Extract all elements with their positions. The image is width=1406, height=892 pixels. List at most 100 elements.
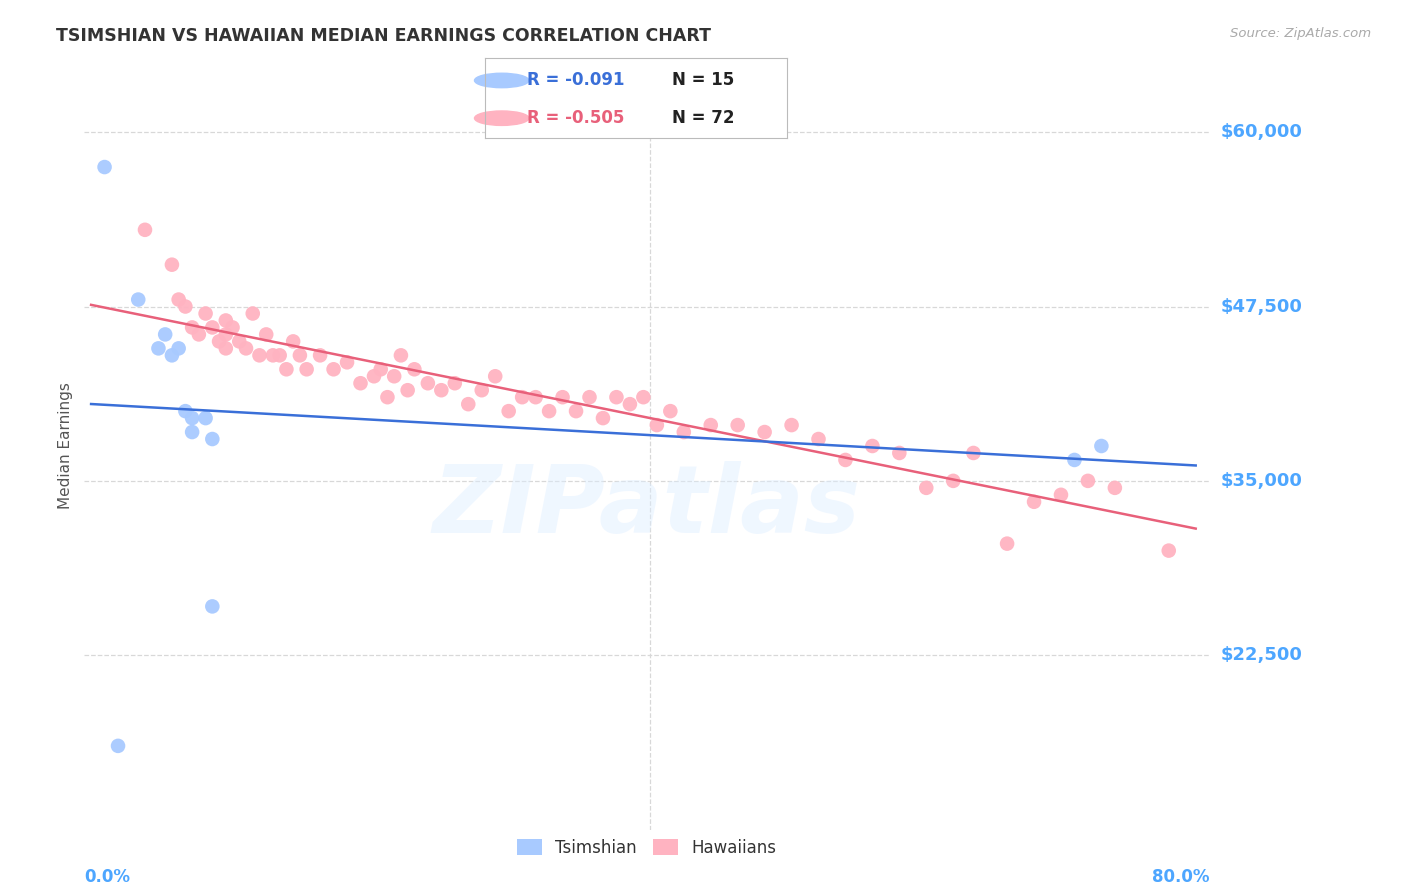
Point [807,432,830,446]
Point [370,362,392,376]
Point [127,293,149,307]
Point [457,397,479,411]
Text: N = 15: N = 15 [672,71,735,89]
Point [215,313,238,327]
Point [498,404,520,418]
Text: $47,500: $47,500 [1220,298,1302,316]
Point [565,404,588,418]
Point [396,383,419,397]
Point [619,397,641,411]
Legend: Tsimshian, Hawaiians: Tsimshian, Hawaiians [510,832,783,863]
Point [309,348,332,362]
Point [221,320,243,334]
Point [262,348,284,362]
Point [181,411,204,425]
Point [377,390,399,404]
Text: 0.0%: 0.0% [84,869,131,887]
Point [194,411,217,425]
Text: ZIPatlas: ZIPatlas [433,461,860,553]
Point [1077,474,1099,488]
Text: R = -0.091: R = -0.091 [527,71,624,89]
Point [363,369,385,384]
Text: TSIMSHIAN VS HAWAIIAN MEDIAN EARNINGS CORRELATION CHART: TSIMSHIAN VS HAWAIIAN MEDIAN EARNINGS CO… [56,27,711,45]
Point [1090,439,1112,453]
Point [153,327,176,342]
Point [215,342,238,356]
Point [1022,495,1045,509]
Y-axis label: Median Earnings: Median Earnings [58,383,73,509]
Point [349,376,371,391]
Point [208,334,231,349]
Point [551,390,574,404]
Point [283,334,305,349]
Point [235,342,257,356]
Point [1063,453,1085,467]
Point [254,327,277,342]
Text: R = -0.505: R = -0.505 [527,109,624,128]
Point [659,404,682,418]
Point [174,300,197,314]
Point [962,446,984,460]
Point [148,342,170,356]
Point [1157,543,1180,558]
Point [633,390,655,404]
Point [404,362,426,376]
Point [201,599,224,614]
Point [672,425,695,439]
Text: 80.0%: 80.0% [1152,869,1209,887]
Text: N = 72: N = 72 [672,109,735,128]
Point [181,425,204,439]
Point [471,383,494,397]
Point [995,536,1018,550]
Point [288,348,311,362]
Text: Source: ZipAtlas.com: Source: ZipAtlas.com [1230,27,1371,40]
Point [430,383,453,397]
Point [228,334,250,349]
Point [174,404,197,418]
Point [181,320,204,334]
Point [107,739,129,753]
Point [834,453,856,467]
Point [443,376,465,391]
Point [942,474,965,488]
Point [605,390,627,404]
Text: $60,000: $60,000 [1220,123,1302,141]
Text: $22,500: $22,500 [1220,646,1302,665]
Circle shape [474,111,529,126]
Point [915,481,938,495]
Point [336,355,359,369]
Point [160,258,183,272]
Point [201,432,224,446]
Point [510,390,533,404]
Point [382,369,405,384]
Point [167,293,190,307]
Point [215,327,238,342]
Point [578,390,600,404]
Point [160,348,183,362]
Point [538,404,561,418]
Point [201,320,224,334]
Point [295,362,318,376]
Point [93,160,115,174]
Point [645,418,668,433]
Point [249,348,271,362]
Point [754,425,776,439]
Point [167,342,190,356]
Point [269,348,291,362]
Point [389,348,412,362]
Point [242,306,264,320]
Point [416,376,439,391]
Text: $35,000: $35,000 [1220,472,1302,490]
Circle shape [474,73,529,87]
Point [592,411,614,425]
Point [276,362,298,376]
Point [322,362,344,376]
Point [889,446,911,460]
Point [194,306,217,320]
Point [727,418,749,433]
Point [524,390,547,404]
Point [1104,481,1126,495]
Point [187,327,209,342]
Point [780,418,803,433]
Point [1050,488,1073,502]
